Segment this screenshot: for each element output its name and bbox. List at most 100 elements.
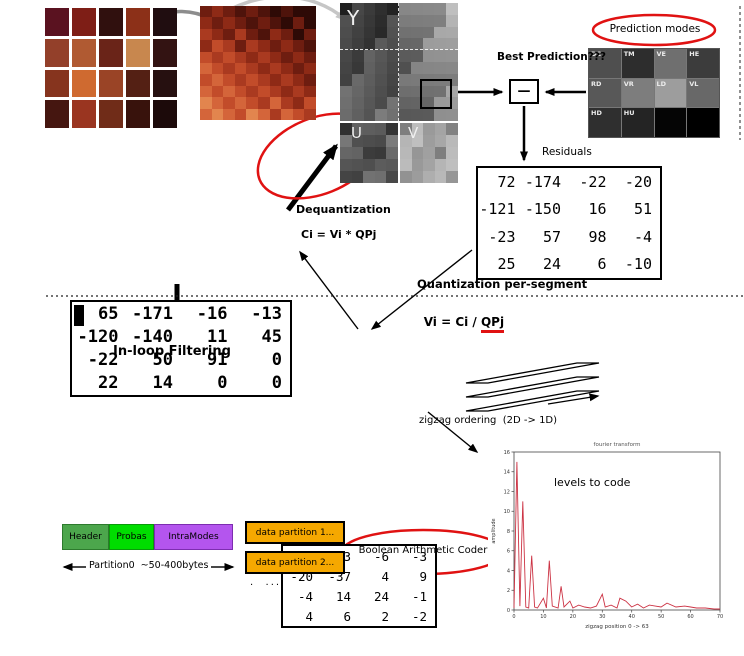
prediction-mode-cell: LD — [654, 78, 687, 108]
y-plane-label: Y — [347, 6, 360, 30]
matrix-cell: -140 — [132, 326, 173, 347]
svg-text:40: 40 — [629, 614, 635, 620]
matrix-cell: 24 — [373, 588, 389, 604]
formula-prefix: Vi = Ci / — [423, 315, 481, 329]
prediction-mode-label: HU — [623, 109, 635, 118]
macroblock-pixels — [200, 6, 316, 120]
selected-block — [420, 79, 452, 109]
svg-text:amplitude: amplitude — [491, 518, 497, 543]
intramodes-box: IntraModes — [154, 524, 233, 550]
u-plane — [340, 123, 398, 183]
matrix-cell: -16 — [196, 303, 228, 324]
dequantization-label: Dequantization — [296, 203, 391, 216]
svg-text:0: 0 — [512, 614, 515, 620]
prediction-mode-cell: HD — [589, 108, 621, 137]
matrix-cell: 4 — [381, 568, 389, 584]
matrix-marker — [74, 305, 84, 326]
data-partition-2-box: data partition 2... — [245, 551, 345, 574]
prediction-mode-cell — [654, 108, 687, 137]
prediction-mode-label: TM — [623, 50, 635, 58]
prediction-modes-grid: DC TM VE HE RD VR LD VL HD HU — [588, 48, 720, 138]
svg-text:0: 0 — [507, 608, 510, 614]
partition0-label: Partition0 ~50-400bytes — [86, 560, 212, 571]
data-partition-2-label: data partition 2... — [255, 557, 335, 568]
matrix-cell: -13 — [251, 303, 282, 324]
inloop-filtering-label: In-loop Filtering — [113, 344, 231, 359]
svg-text:12: 12 — [504, 489, 510, 495]
prediction-mode-cell: VR — [621, 78, 654, 108]
matrix-cell: 4 — [305, 608, 313, 624]
svg-text:30: 30 — [599, 614, 605, 620]
matrix-cell: 57 — [542, 227, 561, 246]
svg-text:50: 50 — [658, 614, 664, 620]
svg-text:4: 4 — [507, 568, 510, 574]
dequantized-matrix: 65 -171 -16 -13 -120 -140 11 45 -22 50 91 0 22 14 0 0 — [70, 300, 292, 397]
matrix-cell: -22 — [87, 350, 119, 371]
matrix-cell: 0 — [217, 373, 228, 394]
svg-text:fourier transform: fourier transform — [594, 442, 641, 448]
prediction-mode-cell: HU — [621, 108, 654, 137]
dequantization-formula: Ci = Vi * QPj — [301, 228, 377, 241]
matrix-cell: -1 — [411, 588, 427, 604]
prediction-mode-label: VL — [689, 79, 699, 88]
matrix-cell: 6 — [597, 255, 607, 274]
matrix-cell: 16 — [588, 200, 607, 219]
plane-divider — [340, 49, 458, 50]
matrix-cell: 65 — [98, 303, 119, 324]
matrix-cell: -20 — [624, 172, 652, 191]
matrix-cell: -121 — [479, 200, 516, 219]
prediction-mode-label: VR — [623, 79, 634, 88]
chart-annotation: levels to code — [554, 476, 631, 489]
header-box: Header — [62, 524, 109, 550]
data-partition-1-label: data partition 1... — [255, 527, 335, 538]
matrix-cell: 51 — [633, 200, 652, 219]
zigzag-label: zigzag ordering (2D -> 1D) — [419, 415, 558, 426]
matrix-cell: -22 — [579, 172, 607, 191]
v-plane-label: V — [408, 124, 419, 142]
matrix-cell: -120 — [77, 326, 119, 347]
residuals-label: Residuals — [542, 146, 592, 158]
matrix-cell: -174 — [524, 172, 561, 191]
levels-chart: 0 10 20 30 40 50 60 70 0 2 4 6 8 10 12 14 16 fourier tran… — [488, 436, 728, 636]
matrix-cell: -150 — [524, 200, 561, 219]
svg-text:16: 16 — [504, 450, 510, 456]
prediction-mode-cell: VE — [654, 49, 687, 78]
matrix-cell: 25 — [497, 255, 516, 274]
prediction-mode-label: DC — [591, 50, 602, 58]
quantization-formula: Vi = Ci / QPj — [407, 301, 505, 343]
matrix-cell: 14 — [152, 373, 173, 394]
prediction-mode-cell: RD — [589, 78, 621, 108]
matrix-cell: 0 — [271, 350, 282, 371]
v-plane — [400, 123, 458, 183]
prediction-mode-cell: TM — [621, 49, 654, 78]
matrix-cell: 45 — [261, 326, 282, 347]
formula-qp-underlined: QPj — [480, 315, 505, 333]
prediction-mode-cell: VL — [687, 78, 719, 108]
svg-text:6: 6 — [507, 549, 510, 555]
matrix-cell: -10 — [624, 255, 652, 274]
matrix-cell: 2 — [381, 608, 389, 624]
data-partition-1-box: data partition 1... — [245, 521, 345, 544]
matrix-cell: -171 — [132, 303, 173, 324]
y-plane — [340, 3, 458, 121]
svg-text:10: 10 — [540, 614, 546, 620]
source-image — [45, 8, 177, 128]
matrix-cell: 0 — [271, 373, 282, 394]
matrix-cell: 9 — [419, 568, 427, 584]
prediction-mode-cell: DC — [589, 49, 621, 78]
quantization-label: Quantization per-segment — [417, 277, 588, 291]
svg-text:14: 14 — [504, 470, 510, 476]
svg-text:10: 10 — [504, 509, 510, 515]
prediction-mode-label: VE — [656, 50, 666, 58]
residuals-matrix: 72 -174 -22 -20 -121 -150 16 51 -23 57 98 -4 25 24 6 -1… — [476, 166, 662, 280]
plane-divider — [398, 3, 399, 121]
matrix-cell: 72 — [497, 172, 516, 191]
prediction-mode-cell: HE — [687, 49, 719, 78]
matrix-cell: -6 — [373, 548, 389, 564]
yuv-planes — [340, 3, 458, 183]
best-prediction-label: Best Prediction??? — [497, 51, 606, 63]
matrix-cell: 50 — [152, 350, 173, 371]
matrix-cell: 6 — [343, 608, 351, 624]
svg-text:zigzag position 0 -> 63: zigzag position 0 -> 63 — [585, 624, 649, 630]
